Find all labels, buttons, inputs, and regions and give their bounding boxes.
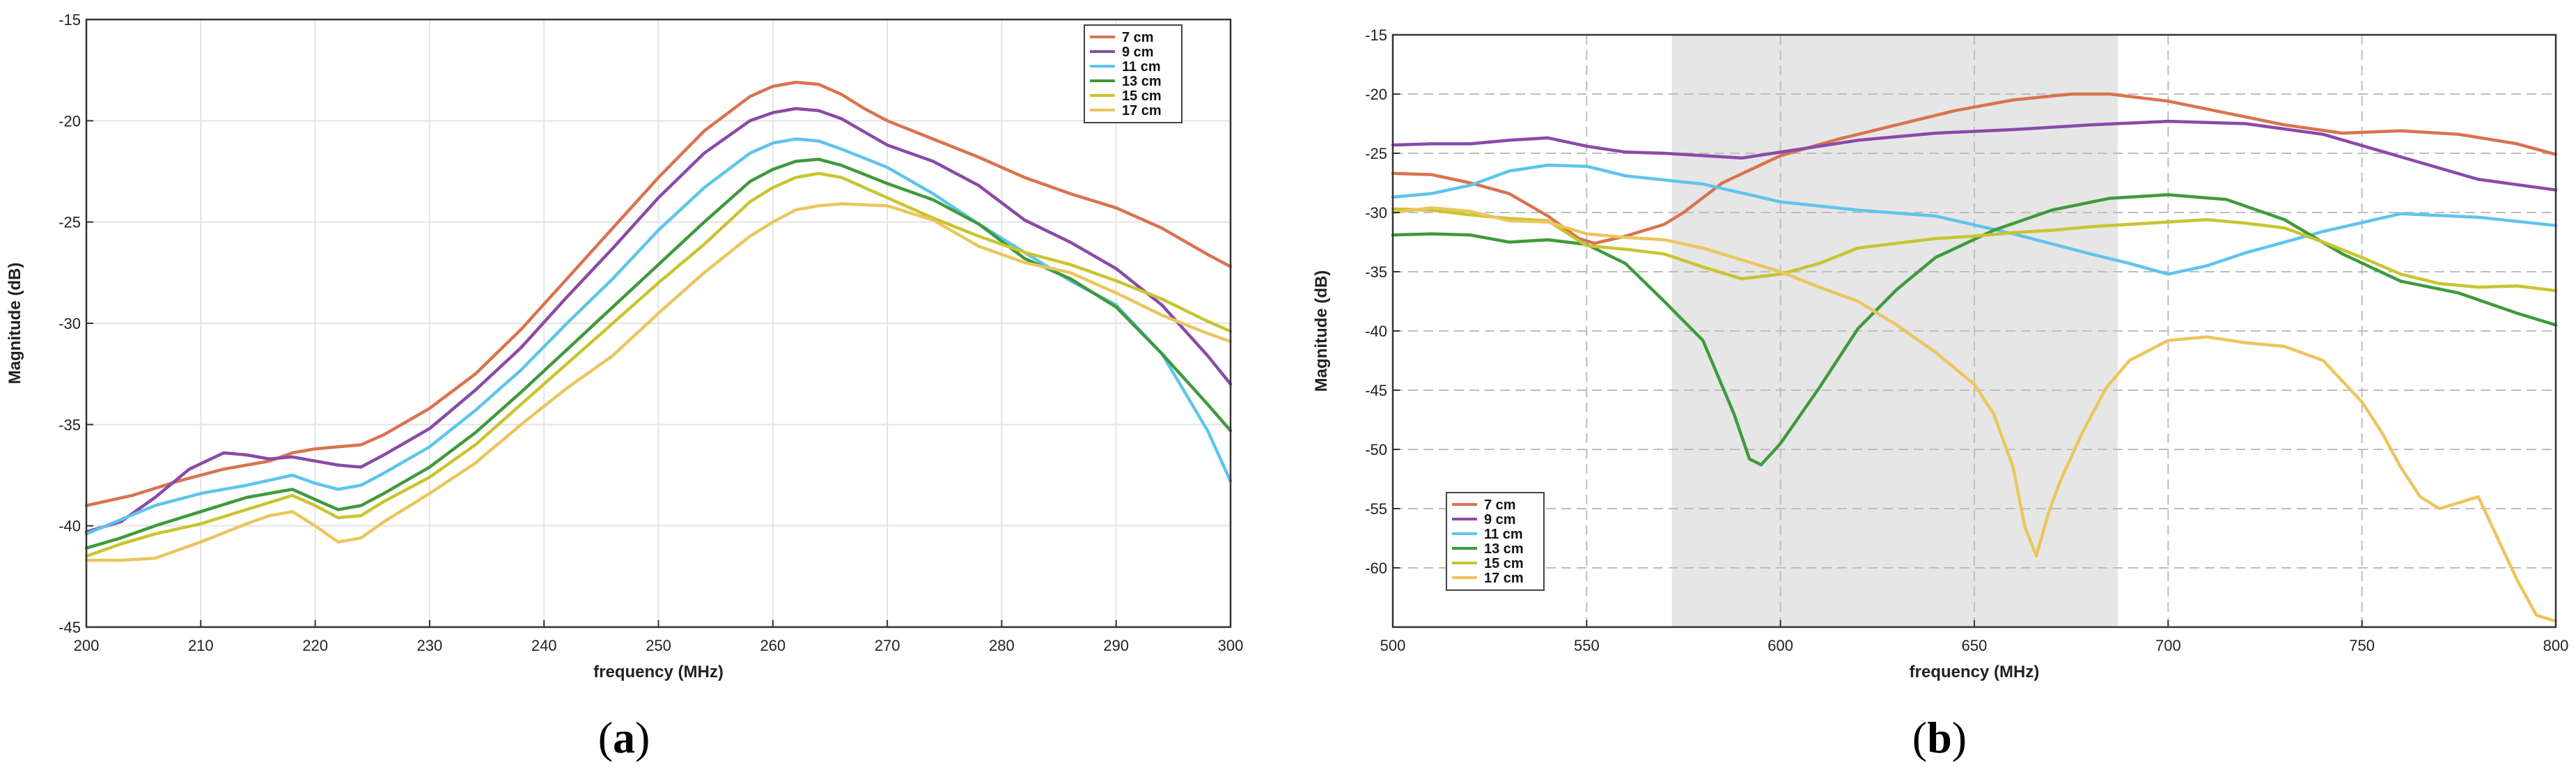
legend-label: 9 cm (1122, 45, 1154, 60)
legend-label: 17 cm (1484, 571, 1524, 586)
legend-label: 17 cm (1122, 103, 1162, 118)
x-tick-label: 250 (646, 637, 671, 654)
legend-box (1446, 492, 1545, 591)
legend-label: 11 cm (1122, 59, 1161, 75)
legend-label: 11 cm (1484, 527, 1523, 542)
x-tick-label: 700 (2155, 637, 2181, 654)
series-line-17-cm (1391, 206, 2558, 623)
x-tick-label: 290 (1103, 637, 1129, 654)
y-tick-label: -40 (58, 518, 81, 535)
series-line-11-cm (1391, 163, 2558, 276)
x-tick-label: 500 (1380, 637, 1406, 654)
y-tick-label: -45 (58, 619, 81, 636)
series-line-9-cm (1391, 119, 2558, 192)
x-axis-label: frequency (MHz) (1910, 663, 2040, 681)
legend-label: 13 cm (1484, 541, 1524, 557)
legend-box (1084, 24, 1182, 123)
x-tick-label: 210 (188, 637, 214, 654)
x-tick-label: 600 (1767, 637, 1793, 654)
y-tick-label: -55 (1365, 500, 1387, 518)
series-line-15-cm (84, 171, 1233, 558)
y-tick-label: -20 (1365, 86, 1387, 103)
y-tick-label: -35 (1365, 263, 1387, 281)
y-tick-label: -25 (1365, 145, 1387, 162)
x-tick-label: 240 (531, 637, 557, 654)
y-tick-label: -35 (58, 416, 81, 433)
legend-label: 7 cm (1122, 30, 1154, 45)
y-tick-label: -30 (58, 315, 81, 332)
series-line-7-cm (84, 80, 1233, 507)
legend-label: 9 cm (1484, 512, 1516, 527)
series-line-15-cm (1391, 207, 2558, 293)
y-axis-label: Magnitude (dB) (1312, 270, 1331, 392)
series-line-17-cm (84, 202, 1233, 562)
y-tick-label: -15 (58, 11, 81, 29)
y-tick-label: -30 (1365, 204, 1387, 222)
x-tick-label: 300 (1218, 637, 1244, 654)
x-tick-label: 750 (2349, 637, 2375, 654)
legend-label: 15 cm (1122, 88, 1162, 104)
y-tick-label: -15 (1365, 26, 1387, 44)
x-tick-label: 260 (760, 637, 786, 654)
chart-a: (a) 200 210 220 230 240 250 260 270 280 290 300 -15… (6, 11, 1243, 762)
series-line-7-cm (1391, 92, 2558, 245)
y-tick-label: -40 (1365, 323, 1387, 340)
x-tick-label: 550 (1574, 637, 1600, 654)
x-tick-label: 230 (417, 637, 443, 654)
x-tick-label: 220 (302, 637, 328, 654)
series-line-13-cm (84, 157, 1233, 550)
y-tick-label: -45 (1365, 382, 1387, 399)
y-axis-label: Magnitude (dB) (6, 263, 24, 385)
x-tick-label: 200 (74, 637, 100, 654)
x-tick-label: 270 (875, 637, 900, 654)
legend-label: 15 cm (1484, 556, 1524, 571)
y-tick-label: -60 (1365, 559, 1387, 577)
legend-label: 7 cm (1484, 497, 1516, 513)
series-line-9-cm (84, 107, 1233, 534)
panel-label-b: (b) (1912, 713, 1967, 762)
x-tick-label: 280 (989, 637, 1015, 654)
x-tick-label: 800 (2543, 637, 2569, 654)
chart-b: (b) 500 550 600 650 700 750 800 -15 -20 -25 -30 -35… (1312, 26, 2568, 762)
x-axis-label: frequency (MHz) (593, 663, 724, 681)
x-tick-label: 650 (1962, 637, 1988, 654)
series-line-13-cm (1391, 193, 2558, 467)
y-tick-label: -25 (58, 214, 81, 231)
y-tick-label: -20 (58, 112, 81, 130)
panel-label-a: (a) (598, 713, 650, 762)
legend-label: 13 cm (1122, 74, 1162, 89)
y-tick-label: -50 (1365, 441, 1387, 458)
